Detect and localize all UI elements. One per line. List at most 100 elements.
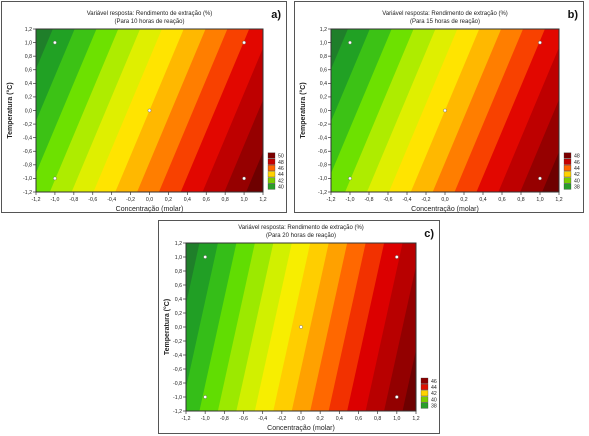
y-tick-label: 1,0 xyxy=(175,255,182,261)
contour-band xyxy=(347,243,404,411)
y-tick-label: 1,0 xyxy=(320,40,327,46)
chart-title: Variável resposta: Rendimento de extraçã… xyxy=(382,11,508,17)
x-tick-label: 0,6 xyxy=(498,197,505,203)
panel-label: b) xyxy=(568,9,579,21)
contour-band xyxy=(36,29,120,192)
panel-label: a) xyxy=(271,9,281,21)
design-point xyxy=(203,395,207,399)
legend-swatch xyxy=(267,158,276,165)
x-tick-label: -1,0 xyxy=(346,197,355,203)
x-tick-label: -0,4 xyxy=(403,197,412,203)
chart-svg: -1,2 -1,0 -0,8 -0,6 -0,4 -0,2 0,0 0,2 0,4 0,6 0,8 1… xyxy=(163,225,437,432)
legend-label: 50 xyxy=(278,154,284,160)
legend-label: 40 xyxy=(278,185,284,191)
y-tick-label: -0,4 xyxy=(23,135,32,141)
chart-svg: -1,2 -1,0 -0,8 -0,6 -0,4 -0,2 0,0 0,2 0,4 0,6 0,8 1… xyxy=(299,9,580,213)
legend-swatch xyxy=(563,165,572,171)
legend-swatch xyxy=(563,183,572,190)
legend-swatch xyxy=(420,390,429,397)
contour-band xyxy=(202,48,263,192)
x-tick-label: 0,6 xyxy=(203,197,210,203)
panel-label: c) xyxy=(424,228,434,240)
y-tick-label: 0,0 xyxy=(25,108,32,114)
design-point xyxy=(443,108,447,113)
x-tick-label: 0,4 xyxy=(336,416,343,422)
y-tick-label: 0,8 xyxy=(320,54,327,60)
y-tick-label: 1,2 xyxy=(25,27,32,33)
contour-band xyxy=(199,243,256,411)
x-tick-label: 1,2 xyxy=(412,416,419,422)
x-axis-label: Concentração (molar) xyxy=(411,206,479,213)
chart-svg: -1,2 -1,0 -0,8 -0,6 -0,4 -0,2 0,0 0,2 0,4 0,6 0,8 1… xyxy=(6,9,284,213)
legend-label: 38 xyxy=(574,185,580,191)
design-point xyxy=(538,40,542,45)
x-tick-label: -0,2 xyxy=(277,416,286,422)
chart-subtitle: (Para 10 horas de reação) xyxy=(114,19,184,25)
y-tick-label: -0,6 xyxy=(318,149,327,155)
x-tick-label: 1,0 xyxy=(240,197,247,203)
x-tick-label: 1,2 xyxy=(555,197,562,203)
contour-band xyxy=(93,29,185,192)
x-tick-label: 0,4 xyxy=(184,197,191,203)
contour-band xyxy=(115,29,207,192)
design-point xyxy=(395,255,399,259)
y-tick-label: -0,8 xyxy=(23,163,32,169)
legend-swatch xyxy=(267,171,276,178)
legend-swatch xyxy=(563,152,572,159)
contour-band xyxy=(384,265,416,411)
legend-label: 46 xyxy=(431,379,437,385)
y-tick-label: 0,2 xyxy=(320,95,327,101)
design-point xyxy=(242,40,246,45)
design-point xyxy=(538,176,542,181)
contour-band xyxy=(217,243,275,411)
contour-band xyxy=(246,151,263,192)
legend-swatch xyxy=(563,158,572,165)
legend-label: 44 xyxy=(431,385,437,391)
x-tick-label: 1,0 xyxy=(393,416,400,422)
x-tick-label: 0,6 xyxy=(355,416,362,422)
x-tick-label: -0,4 xyxy=(107,197,116,203)
x-tick-label: 0,2 xyxy=(460,197,467,203)
x-tick-label: -0,2 xyxy=(126,197,135,203)
legend-label: 42 xyxy=(574,172,580,178)
y-tick-label: 0,4 xyxy=(25,81,32,87)
legend-swatch xyxy=(563,177,572,184)
contour-band xyxy=(345,29,437,192)
design-point xyxy=(348,176,352,181)
y-axis-label: Temperatura (°C) xyxy=(6,82,14,138)
legend-swatch xyxy=(267,165,276,171)
y-tick-label: -0,4 xyxy=(173,353,182,359)
legend-swatch xyxy=(267,177,276,184)
design-point xyxy=(147,108,152,113)
contour-band xyxy=(291,243,348,411)
design-point xyxy=(242,176,246,181)
x-tick-label: -1,2 xyxy=(32,197,41,203)
y-tick-label: -0,8 xyxy=(318,163,327,169)
legend-label: 44 xyxy=(278,172,284,178)
y-tick-label: 0,6 xyxy=(25,68,32,74)
design-point xyxy=(299,325,303,329)
x-tick-label: 0,0 xyxy=(297,416,304,422)
x-tick-label: 0,2 xyxy=(165,197,172,203)
x-tick-label: 0,4 xyxy=(479,197,486,203)
y-tick-label: 0,6 xyxy=(175,283,182,289)
x-axis-label: Concentração (molar) xyxy=(267,425,335,432)
x-tick-label: 1,2 xyxy=(259,197,266,203)
x-tick-label: 0,0 xyxy=(441,197,448,203)
contour-band xyxy=(542,151,559,192)
contour-band xyxy=(71,29,163,192)
contour-band xyxy=(236,243,293,411)
y-tick-label: 0,0 xyxy=(320,108,327,114)
chart-title: Variável resposta: Rendimento de extraçã… xyxy=(238,225,364,231)
contour-band xyxy=(254,243,312,411)
legend-swatch xyxy=(267,183,276,190)
contour-band xyxy=(186,243,238,411)
design-point xyxy=(395,395,399,399)
contour-band xyxy=(454,29,546,192)
legend-label: 42 xyxy=(278,178,284,184)
x-tick-label: 0,0 xyxy=(146,197,153,203)
legend-label: 38 xyxy=(431,404,437,410)
x-tick-label: 0,2 xyxy=(317,416,324,422)
y-tick-label: -0,4 xyxy=(318,135,327,141)
legend-label: 48 xyxy=(574,154,580,160)
